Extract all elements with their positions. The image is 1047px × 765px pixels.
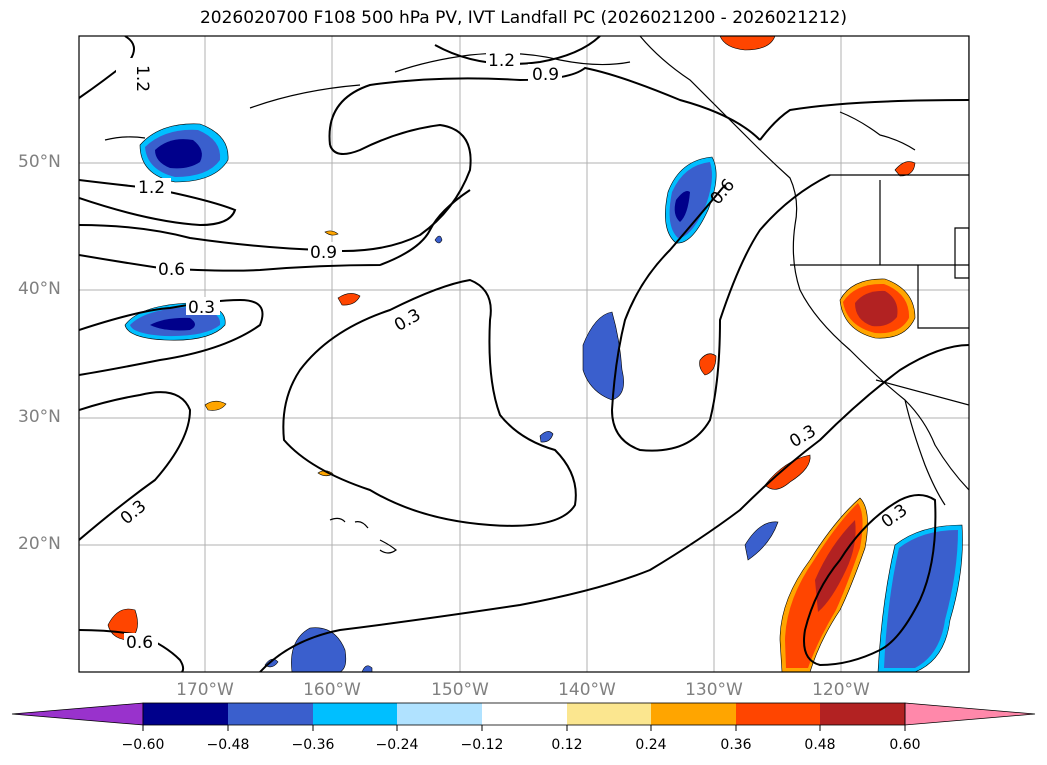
contour-label: 0.9	[310, 243, 337, 263]
contour-label: 0.6	[158, 260, 185, 280]
contour-label: 1.2	[132, 65, 152, 92]
colorbar-bin	[651, 703, 736, 725]
colorbar-bin	[143, 703, 228, 725]
contour-label: 0.3	[188, 298, 215, 318]
lat-label-50n: 50°N	[18, 152, 61, 172]
contour-0.6-sw	[79, 629, 185, 672]
colorbar-tick-label: −0.24	[375, 737, 419, 753]
colorbar-bin	[820, 703, 905, 725]
neg-anomaly-central	[582, 311, 624, 401]
colorbar-tick-label: −0.12	[460, 737, 504, 753]
contour-0.9-inner	[79, 123, 472, 252]
colorbar-bin	[228, 703, 313, 725]
contour-0.6-west	[79, 189, 471, 272]
lat-label-40n: 40°N	[18, 279, 61, 299]
colorbar-tick-label: 0.24	[635, 737, 667, 753]
colorbar	[11, 702, 1036, 731]
colorbar-tick-label: 0.48	[804, 737, 836, 753]
colorbar-bin	[482, 703, 567, 725]
lat-label-30n: 30°N	[18, 407, 61, 427]
lon-label-160w: 160°W	[303, 680, 361, 700]
lon-label-130w: 130°W	[685, 680, 743, 700]
colorbar-bin	[567, 703, 651, 725]
lon-label-170w: 170°W	[176, 680, 234, 700]
colorbar-extend-max	[904, 702, 1036, 726]
contour-label: 1.2	[138, 178, 165, 198]
contour-0.3-loop	[803, 494, 937, 667]
contour-0.3-center	[282, 278, 577, 527]
colorbar-tick-label: 0.36	[720, 737, 752, 753]
colorbar-tick-label: 0.12	[551, 737, 583, 753]
contour-0.9-ne	[759, 99, 969, 141]
colorbar-bin	[736, 703, 820, 725]
colorbar-bin	[397, 703, 482, 725]
map-frame	[78, 35, 970, 673]
contour-0.3-basin	[259, 344, 969, 672]
contour-0.3-south	[79, 391, 192, 541]
lon-label-150w: 150°W	[431, 680, 489, 700]
lon-label-140w: 140°W	[558, 680, 616, 700]
colorbar-tick-label: −0.48	[206, 737, 250, 753]
pv-contours	[79, 36, 969, 672]
contour-1.2-west	[79, 179, 237, 227]
contour-label: 1.2	[488, 51, 515, 71]
colorbar-tick-label: −0.60	[121, 737, 165, 753]
contour-label: 0.6	[126, 633, 153, 653]
colorbar-tick-label: 0.60	[889, 737, 921, 753]
contour-0.6-central	[610, 174, 831, 452]
colorbar-bin	[313, 703, 397, 725]
lon-label-120w: 120°W	[812, 680, 870, 700]
chart-title: 2026020700 F108 500 hPa PV, IVT Landfall…	[199, 8, 847, 28]
contour-1.2-alaska	[434, 36, 601, 65]
colorbar-tick-label: −0.36	[291, 737, 335, 753]
colorbar-extend-min	[11, 702, 144, 726]
contour-label: 0.9	[532, 65, 559, 85]
lat-label-20n: 20°N	[18, 534, 61, 554]
contour-0.3-west	[79, 298, 264, 376]
